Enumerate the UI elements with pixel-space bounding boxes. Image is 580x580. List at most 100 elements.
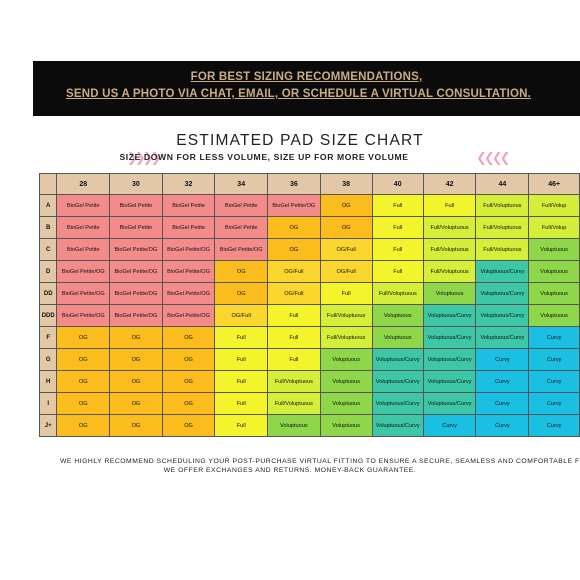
size-cell: Full <box>214 392 269 415</box>
table-row: F OG OG OG Full Full Full/Voluptuous Voluptuous… <box>39 326 580 349</box>
cup-size-label: A <box>39 194 58 217</box>
size-cell: BioGel Petite/OG <box>109 282 163 305</box>
size-cell: Full <box>214 370 269 393</box>
size-cell: Voluptuous <box>319 414 373 437</box>
size-cell: OG <box>109 326 163 349</box>
size-cell: Full <box>371 260 424 283</box>
size-cell: Voluptuous <box>528 260 580 283</box>
size-cell: Full/Volup <box>528 216 580 239</box>
size-cell: Curvy <box>528 348 580 371</box>
banner-link-line1[interactable]: FOR BEST SIZING RECOMMENDATIONS, <box>190 71 423 83</box>
band-size-header-46+: 46+ <box>528 173 580 195</box>
band-size-header-40: 40 <box>371 173 424 195</box>
size-cell: OG <box>267 238 321 261</box>
size-cell: BioGel Petite/OG <box>161 282 216 305</box>
size-cell: Voluptuous <box>267 414 321 437</box>
band-size-header-42: 42 <box>422 173 477 195</box>
size-cell: Full/Voluptuous <box>267 392 321 415</box>
size-cell: OG <box>319 194 373 217</box>
table-row: DDD BioGel Petite/OG BioGel Petite/OG BioGe… <box>39 304 580 327</box>
band-size-header-38: 38 <box>319 173 373 195</box>
size-cell: OG <box>267 216 321 239</box>
table-row: H OG OG OG Full Full/Voluptuous Voluptuous Volu… <box>39 370 580 393</box>
size-cell: Curvy <box>475 414 530 437</box>
size-cell: Voluptuous <box>319 392 373 415</box>
size-cell: BioGel Petite <box>56 194 111 217</box>
chart-title: ESTIMATED PAD SIZE CHART <box>176 132 424 149</box>
band-size-header-44: 44 <box>475 173 530 195</box>
band-size-header-34: 34 <box>214 173 269 195</box>
size-cell: OG <box>214 260 269 283</box>
banner-link-line2[interactable]: SEND US A PHOTO VIA CHAT, EMAIL, OR SCHE… <box>65 88 532 100</box>
size-cell: Curvy <box>475 370 530 393</box>
size-cell: OG/Full <box>267 260 321 283</box>
size-cell: Voluptuous/Curvy <box>422 304 477 327</box>
table-row: B BioGel Petite BioGel Petite BioGel Petite… <box>39 216 580 239</box>
size-cell: Voluptuous/Curvy <box>371 392 424 415</box>
size-cell: BioGel Petite/OG <box>109 304 163 327</box>
size-cell: Voluptuous/Curvy <box>475 282 530 305</box>
size-cell: OG <box>161 414 216 437</box>
band-size-header-30: 30 <box>109 173 163 195</box>
cup-size-label: DD <box>39 282 58 305</box>
size-cell: BioGel Petite <box>161 194 216 217</box>
size-cell: Voluptuous <box>528 238 580 261</box>
size-cell: Voluptuous <box>371 326 424 349</box>
size-chart-table: 28 30 32 34 36 38 40 42 44 46+ A BioGel Petite BioG… <box>39 173 580 437</box>
corner-header-cell <box>39 173 58 195</box>
size-cell: BioGel Petite/OG <box>56 304 111 327</box>
size-cell: BioGel Petite <box>214 194 269 217</box>
cup-size-label: DDD <box>39 304 58 327</box>
size-cell: OG <box>56 348 111 371</box>
cup-size-label: I <box>39 392 58 415</box>
size-cell: OG <box>161 392 216 415</box>
size-cell: Full <box>371 194 424 217</box>
size-cell: Voluptuous/Curvy <box>475 304 530 327</box>
footer-note: WE HIGHLY RECOMMEND SCHEDULING YOUR POST… <box>0 457 580 475</box>
band-size-header-28: 28 <box>56 173 111 195</box>
size-cell: Voluptuous/Curvy <box>422 326 477 349</box>
size-cell: OG/Full <box>214 304 269 327</box>
size-cell: BioGel Petite <box>109 194 163 217</box>
band-size-header-32: 32 <box>161 173 216 195</box>
size-cell: OG <box>56 370 111 393</box>
table-row: I OG OG OG Full Full/Voluptuous Voluptuous Volu… <box>39 392 580 415</box>
size-cell: OG <box>56 326 111 349</box>
size-cell: Curvy <box>528 392 580 415</box>
cup-size-label: J+ <box>39 414 58 437</box>
size-cell: Full <box>267 304 321 327</box>
size-cell: Curvy <box>528 326 580 349</box>
table-row: DD BioGel Petite/OG BioGel Petite/OG BioGel… <box>39 282 580 305</box>
cup-size-label: G <box>39 348 58 371</box>
cup-size-label: D <box>39 260 58 283</box>
size-cell: BioGel Petite/OG <box>161 238 216 261</box>
size-cell: Voluptuous <box>319 370 373 393</box>
size-cell: Curvy <box>528 370 580 393</box>
size-cell: Voluptuous/Curvy <box>422 392 477 415</box>
cup-size-label: F <box>39 326 58 349</box>
chart-subtitle: SIZE DOWN FOR LESS VOLUME, SIZE UP FOR M… <box>119 152 409 162</box>
size-cell: OG <box>109 392 163 415</box>
size-cell: Voluptuous/Curvy <box>371 414 424 437</box>
size-cell: Voluptuous <box>528 282 580 305</box>
size-cell: OG <box>56 414 111 437</box>
footer-line1: WE HIGHLY RECOMMEND SCHEDULING YOUR POST… <box>60 458 580 465</box>
cup-size-label: B <box>39 216 58 239</box>
size-cell: BioGel Petite/OG <box>56 282 111 305</box>
size-cell: BioGel Petite/OG <box>161 304 216 327</box>
size-cell: Curvy <box>528 414 580 437</box>
size-cell: Voluptuous/Curvy <box>475 326 530 349</box>
size-cell: Curvy <box>475 348 530 371</box>
size-cell: Voluptuous <box>528 304 580 327</box>
sizing-banner: FOR BEST SIZING RECOMMENDATIONS, SEND US… <box>33 61 580 116</box>
size-cell: BioGel Petite/OG <box>214 238 269 261</box>
size-cell: Full <box>422 194 477 217</box>
cup-size-label: H <box>39 370 58 393</box>
size-cell: BioGel Petite/OG <box>56 260 111 283</box>
size-cell: Full/Voluptuous <box>319 304 373 327</box>
left-arrows-icon: ❮❮❮❮ <box>476 150 511 165</box>
size-cell: Curvy <box>475 392 530 415</box>
size-cell: Voluptuous/Curvy <box>422 348 477 371</box>
right-arrows-icon: ❯❯❯❯ <box>127 150 162 165</box>
size-cell: BioGel Petite/OG <box>267 194 321 217</box>
